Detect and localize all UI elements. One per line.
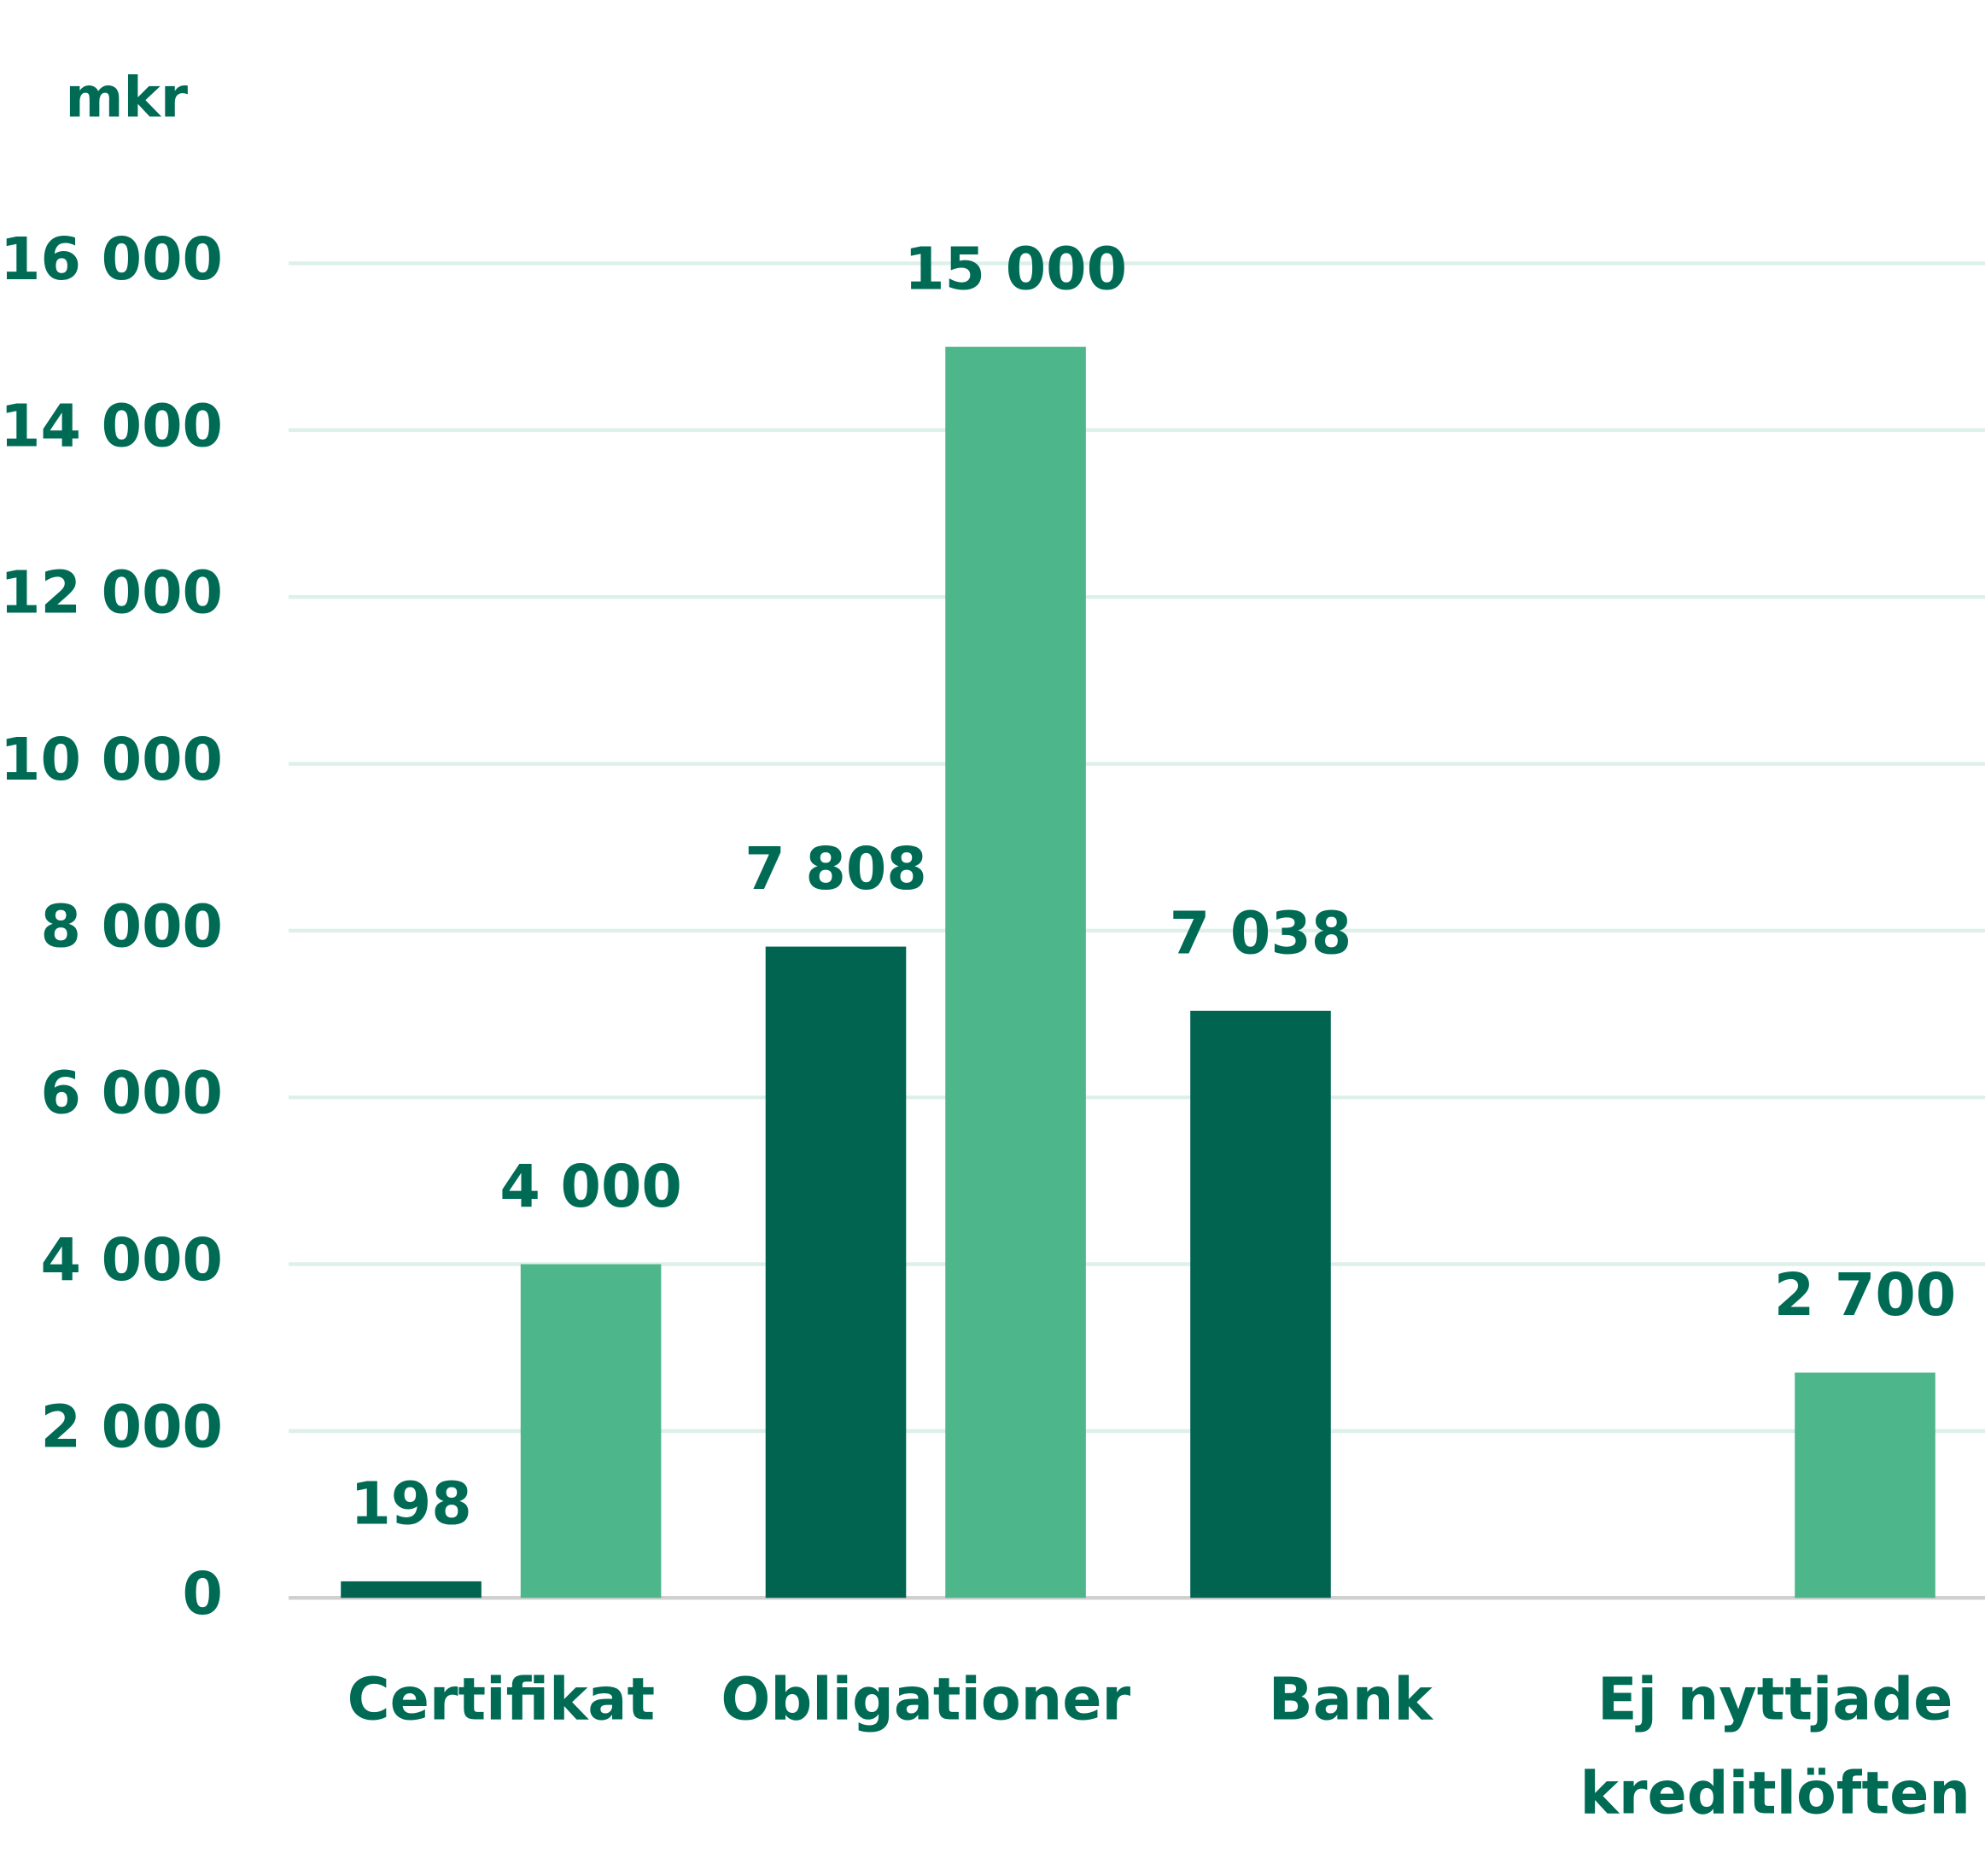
bar: [1190, 1010, 1331, 1598]
value-label: 2 700: [1774, 1262, 1957, 1330]
x-tick-label-box: Ej nyttjade kreditlöften: [1579, 1664, 1970, 1827]
bar: [765, 946, 907, 1598]
y-tick-label: 8 000: [40, 893, 223, 961]
x-tick-label-box: Certifikat: [347, 1664, 656, 1733]
y-tick-label: 2 000: [40, 1394, 223, 1461]
bar: [1795, 1372, 1935, 1598]
y-tick-label: 0: [183, 1561, 223, 1628]
x-tick-label: Certifikat: [347, 1664, 656, 1733]
value-label: 15 000: [904, 237, 1127, 304]
x-tick-label-box: Bank: [1268, 1664, 1433, 1733]
y-tick-label: 6 000: [40, 1061, 223, 1128]
bar: [341, 1581, 482, 1598]
value-label: 7 808: [744, 836, 927, 903]
bar: [945, 347, 1086, 1598]
y-axis-label: mkr: [66, 66, 189, 131]
x-tick-label: Obligationer: [721, 1664, 1131, 1733]
y-tick-label: 16 000: [0, 226, 223, 294]
y-tick-label: 4 000: [40, 1227, 223, 1294]
y-tick-label: 10 000: [0, 727, 223, 794]
x-tick-label-box: Obligationer: [721, 1664, 1131, 1733]
y-tick-label: 12 000: [0, 560, 223, 628]
value-label: 7 038: [1170, 900, 1352, 967]
x-tick-label: Ej nyttjade kreditlöften: [1579, 1664, 1970, 1827]
value-label: 198: [350, 1470, 471, 1538]
value-label: 4 000: [499, 1154, 682, 1221]
y-tick-label: 14 000: [0, 393, 223, 460]
bar: [520, 1264, 662, 1598]
x-tick-label: Bank: [1268, 1664, 1433, 1733]
